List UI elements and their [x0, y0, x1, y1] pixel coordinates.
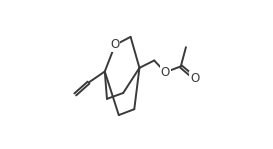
Text: O: O — [111, 38, 120, 51]
Text: O: O — [190, 72, 200, 85]
Text: O: O — [161, 66, 170, 79]
